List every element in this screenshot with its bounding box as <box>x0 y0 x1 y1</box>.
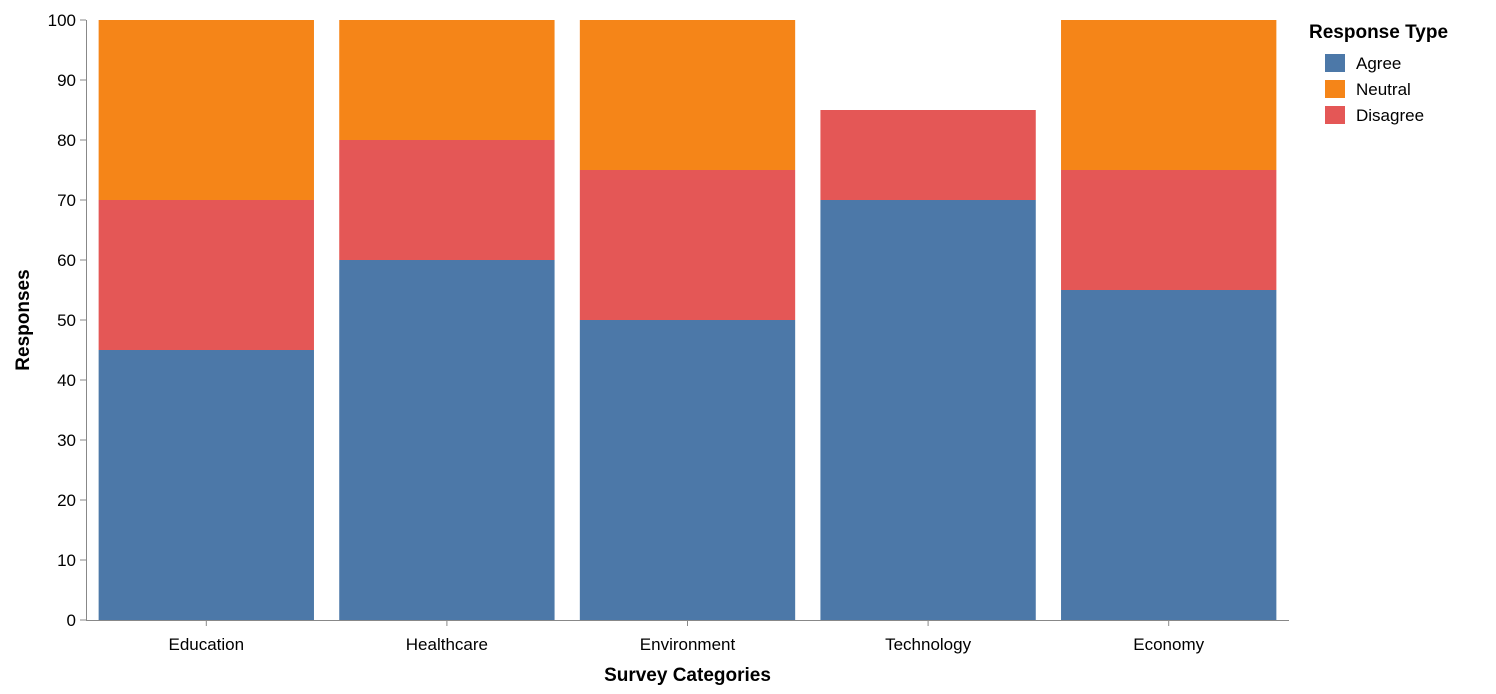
legend-swatch-disagree <box>1325 106 1345 124</box>
y-tick-label: 70 <box>57 191 76 210</box>
bars-layer <box>98 20 1277 620</box>
bar-healthcare-neutral <box>339 20 555 140</box>
y-tick-label: 50 <box>57 311 76 330</box>
y-tick-label: 30 <box>57 431 76 450</box>
x-tick-label-healthcare: Healthcare <box>406 635 488 654</box>
y-tick-label: 20 <box>57 491 76 510</box>
bar-healthcare-disagree <box>339 140 555 260</box>
y-tick-label: 80 <box>57 131 76 150</box>
legend-swatch-neutral <box>1325 80 1345 98</box>
x-tick-label-education: Education <box>168 635 244 654</box>
bar-healthcare-agree <box>339 260 555 620</box>
bar-environment-neutral <box>579 20 796 170</box>
y-tick-label: 60 <box>57 251 76 270</box>
bar-technology-disagree <box>820 110 1036 200</box>
x-tick-label-technology: Technology <box>885 635 972 654</box>
x-axis-title: Survey Categories <box>604 665 771 686</box>
legend-swatch-agree <box>1325 54 1345 72</box>
legend-label-disagree: Disagree <box>1356 106 1424 125</box>
bar-economy-disagree <box>1061 170 1277 290</box>
y-tick-label: 10 <box>57 551 76 570</box>
y-tick-label: 90 <box>57 71 76 90</box>
legend-label-agree: Agree <box>1356 54 1401 73</box>
bar-education-neutral <box>98 20 314 200</box>
y-tick-label: 0 <box>67 611 76 630</box>
bar-education-disagree <box>98 200 314 350</box>
y-tick-label: 100 <box>48 11 76 30</box>
y-axis: 0 10 20 30 40 50 60 70 80 90 100 <box>48 11 87 630</box>
y-axis-title: Responses <box>13 269 34 370</box>
bar-economy-agree <box>1061 290 1277 620</box>
bar-environment-agree <box>579 320 796 620</box>
x-axis: Education Healthcare Environment Technology… <box>86 620 1289 654</box>
bar-environment-disagree <box>579 170 796 320</box>
legend-label-neutral: Neutral <box>1356 80 1411 99</box>
x-tick-label-environment: Environment <box>640 635 736 654</box>
bar-economy-neutral <box>1061 20 1277 170</box>
bar-education-agree <box>98 350 314 620</box>
legend-title: Response Type <box>1309 22 1448 43</box>
legend: Response Type Agree Neutral Disagree <box>1309 22 1448 125</box>
y-tick-label: 40 <box>57 371 76 390</box>
bar-technology-agree <box>820 200 1036 620</box>
x-tick-label-economy: Economy <box>1133 635 1204 654</box>
